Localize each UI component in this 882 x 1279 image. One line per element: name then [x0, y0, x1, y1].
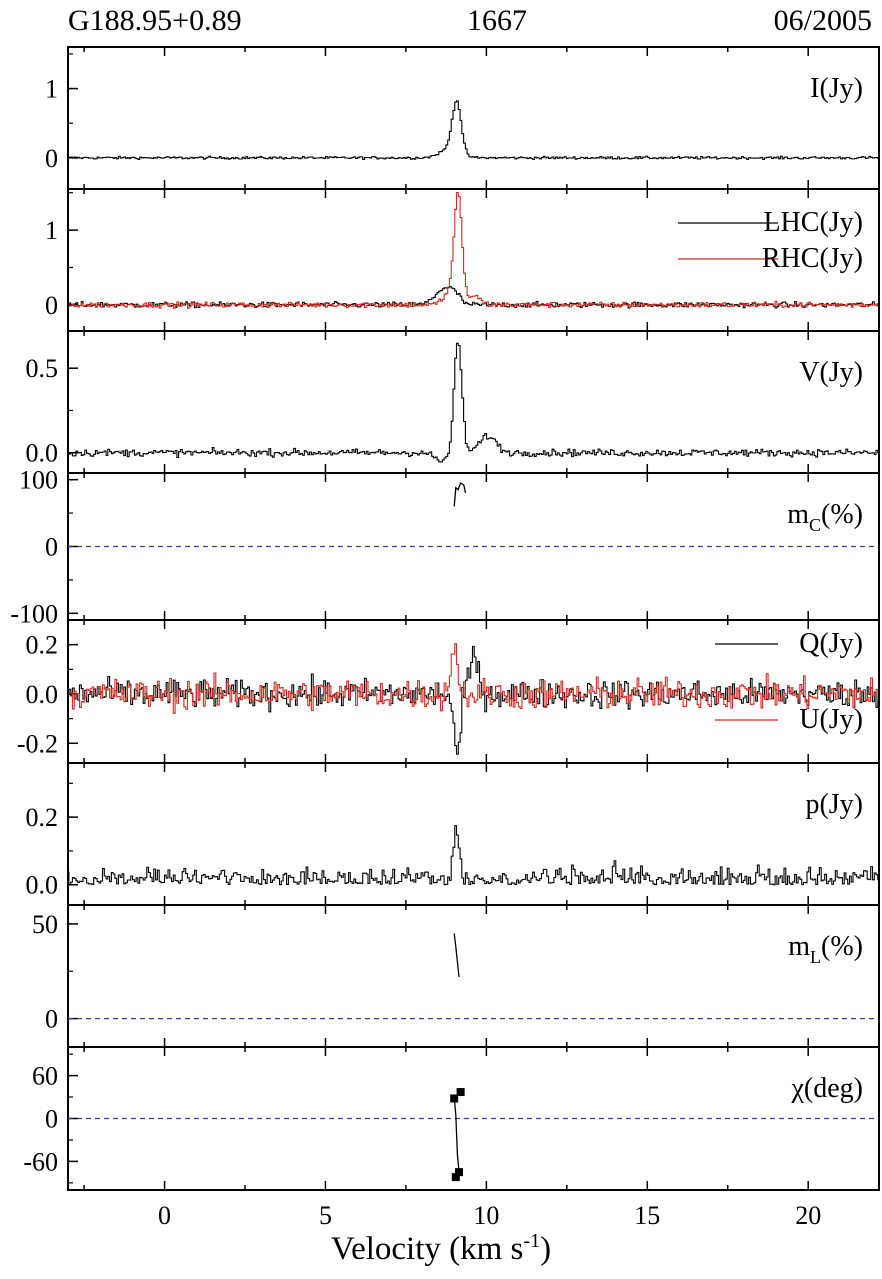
series-rhcjy-line: [69, 191, 878, 309]
legend-entry: LHC(Jy): [763, 207, 863, 238]
data-point-marker: [456, 1088, 465, 1097]
panel-frame: [67, 904, 880, 1048]
y-tick-label: 0.0: [26, 439, 59, 468]
series-lhcjy-line: [69, 285, 878, 309]
x-tick-label: 5: [319, 1201, 332, 1230]
panel-mL: 50 0 mL(%): [32, 904, 880, 1048]
y-tick-label: 0.5: [26, 354, 59, 383]
y-tick-label: 0: [45, 1005, 58, 1034]
y-tick-label: 0.2: [26, 803, 59, 832]
y-tick-label: 50: [32, 910, 58, 939]
series-ujy-line: [69, 643, 878, 714]
panel-label: mL(%): [788, 931, 863, 967]
y-tick-label: 0.0: [26, 680, 59, 709]
panel-p: 0.2 0.0 p(Jy): [26, 762, 880, 906]
series-V-line: [69, 342, 878, 463]
data-fragment-line: [453, 933, 460, 977]
panel-V: 0.0 0.5 V(Jy): [26, 330, 880, 474]
y-tick-label: 1: [45, 75, 58, 104]
legend-entry: U(Jy): [799, 704, 863, 735]
y-tick-label: 100: [19, 466, 58, 495]
y-tick-label: -60: [23, 1147, 58, 1176]
panel-LR: 0 1 LHC(Jy) RHC(Jy): [45, 188, 880, 332]
y-tick-label: 0: [45, 291, 58, 320]
data-point-marker: [450, 1094, 459, 1103]
y-tick-label: 0: [45, 144, 58, 173]
y-tick-label: -0.2: [17, 729, 58, 758]
panel-frame: [67, 188, 880, 332]
epoch-label: 06/2005: [773, 4, 872, 37]
panel-label: I(Jy): [810, 73, 863, 104]
x-tick-label: 20: [795, 1201, 821, 1230]
x-tick-label: 0: [158, 1201, 171, 1230]
data-fragment-line: [453, 1096, 460, 1173]
panel-chi: 60 0 -60 χ(deg): [23, 1046, 880, 1191]
source-name: G188.95+0.89: [68, 4, 242, 37]
y-tick-label: 0: [45, 1105, 58, 1134]
y-tick-label: 0.2: [26, 631, 59, 660]
data-point-marker: [451, 1173, 460, 1182]
frequency-label: 1667: [467, 4, 527, 37]
legend-entry: Q(Jy): [799, 628, 863, 659]
legend-entry: RHC(Jy): [762, 243, 863, 274]
data-point-marker: [455, 1168, 464, 1177]
panel-label: χ(deg): [790, 1073, 863, 1104]
panel-label: p(Jy): [805, 789, 863, 820]
panel-frame: [67, 46, 880, 190]
y-tick-label: 0.0: [26, 871, 59, 900]
panel-QU: 0.2 0.0 -0.2 Q(Jy) U(Jy): [17, 619, 880, 764]
y-tick-label: 1: [45, 216, 58, 245]
x-tick-label: 15: [634, 1201, 660, 1230]
panel-I: 0 1 I(Jy): [45, 46, 880, 190]
panel-label: mC(%): [787, 499, 863, 535]
y-tick-label: 60: [32, 1062, 58, 1091]
series-I-line: [69, 100, 878, 161]
panel-label: V(Jy): [799, 357, 863, 388]
y-tick-label: 0: [45, 533, 58, 562]
series-p-line: [69, 825, 878, 886]
x-axis-label: Velocity (km s-1): [330, 1230, 552, 1267]
y-tick-label: -100: [10, 599, 58, 628]
x-tick-label: 10: [473, 1201, 499, 1230]
series-qjy-line: [69, 645, 878, 755]
data-fragment-line: [453, 482, 467, 507]
panel-mc: 100 0 -100 mC(%): [10, 466, 880, 628]
